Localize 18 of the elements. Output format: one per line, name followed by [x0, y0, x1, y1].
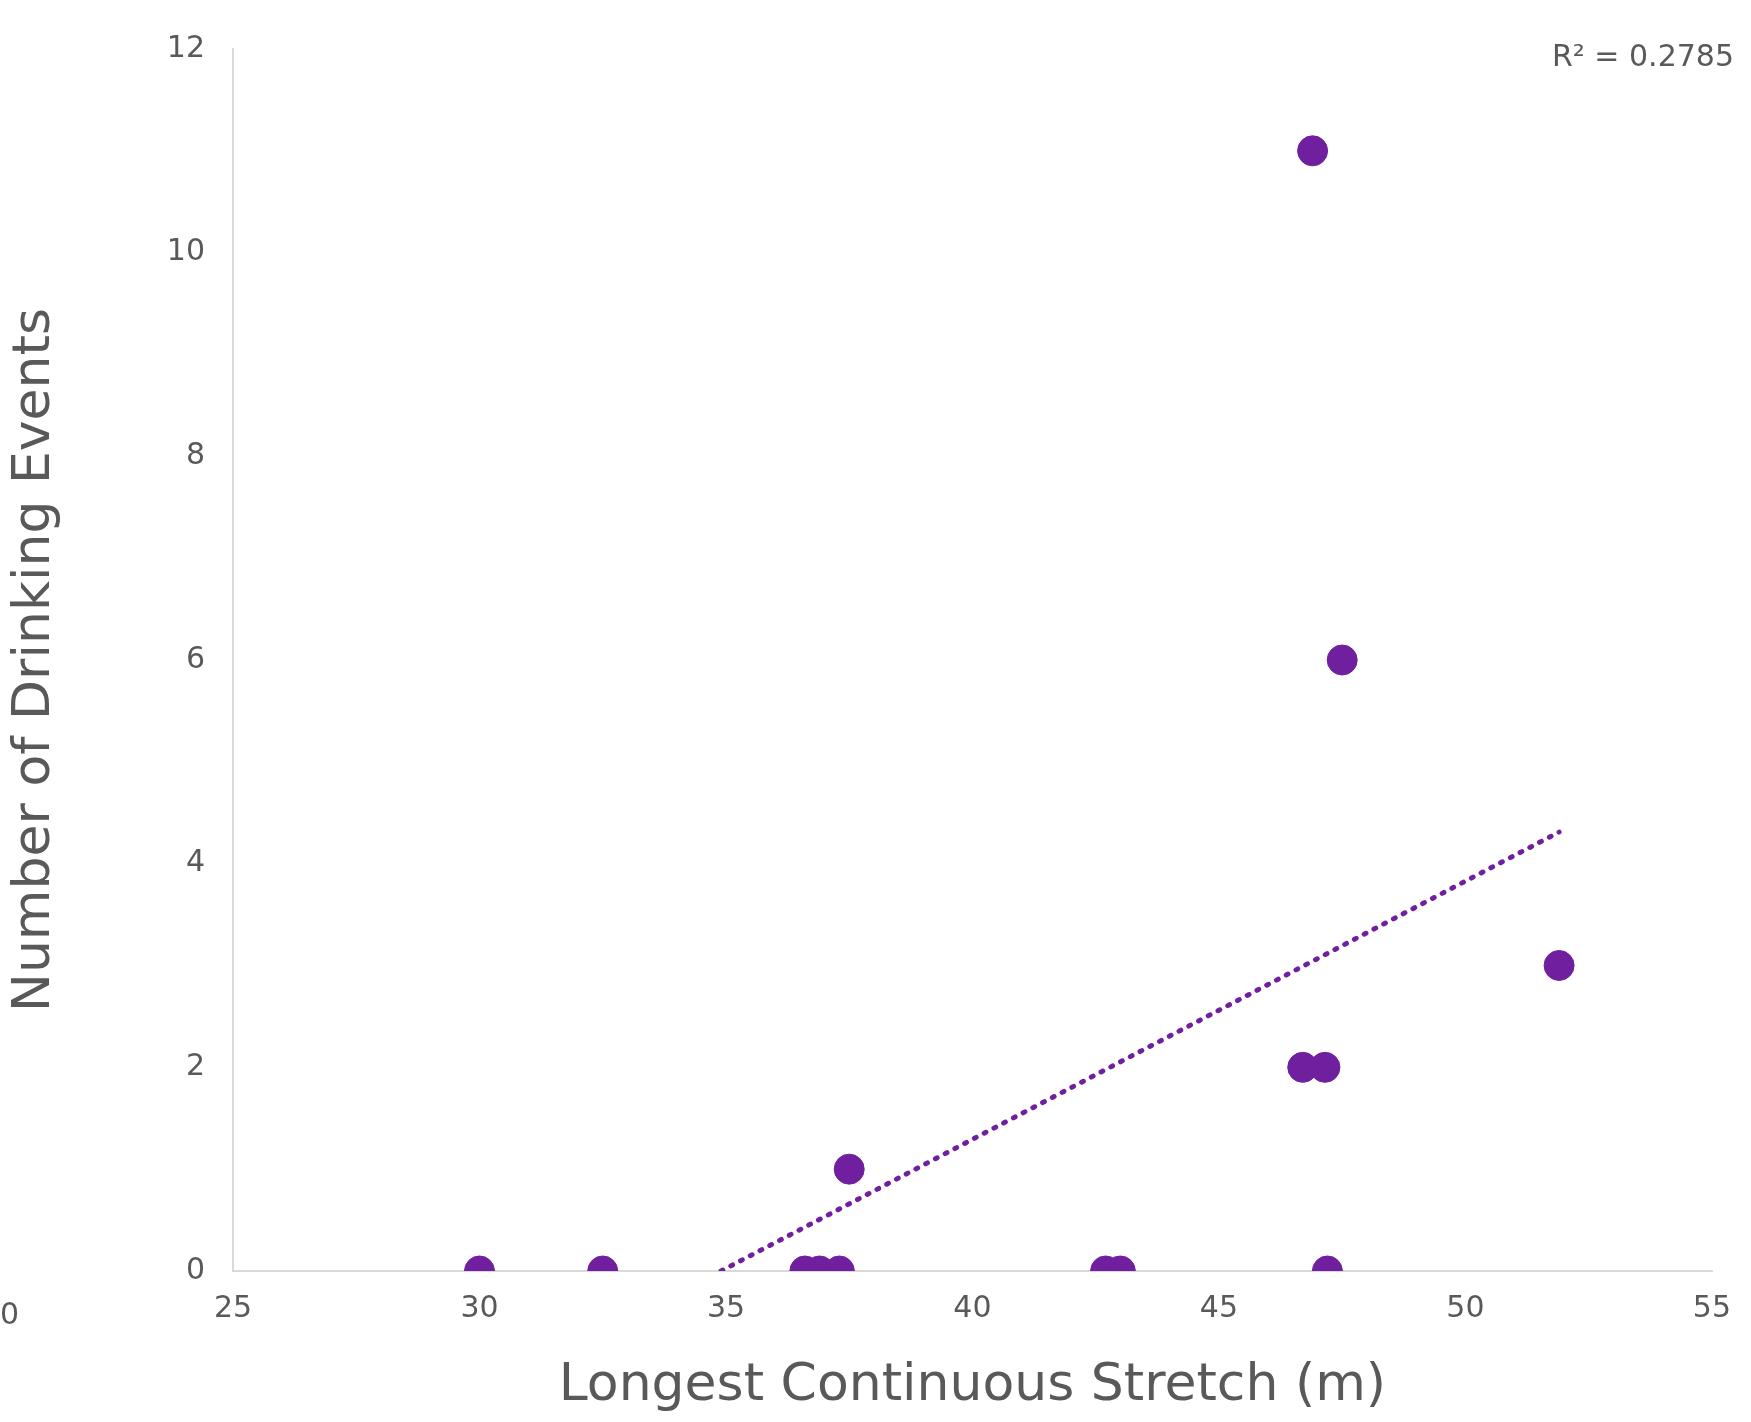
x-axis-title: Longest Continuous Stretch (m) — [558, 1352, 1387, 1413]
y-tick-label: 4 — [185, 843, 205, 879]
x-tick-label: 40 — [953, 1288, 992, 1324]
y-tick-label: 6 — [185, 639, 205, 675]
x-tick-label: 25 — [213, 1288, 253, 1324]
x-tick-label: 55 — [1692, 1288, 1732, 1324]
text: 0 — [0, 1295, 20, 1331]
y-tick-label: 10 — [166, 232, 205, 268]
y-tick-label: 0 — [185, 1250, 205, 1286]
y-axis-title: Number of Drinking Events — [0, 307, 61, 1013]
y-tick-label: 2 — [185, 1047, 205, 1083]
x-tick-label: 50 — [1446, 1288, 1485, 1324]
y-tick-label: 8 — [185, 436, 205, 472]
annotation: R² = 0.2785 — [1551, 37, 1734, 73]
x-tick-label: 35 — [706, 1288, 746, 1324]
x-tick-label: 30 — [460, 1288, 499, 1324]
y-tick-label: 12 — [166, 28, 205, 64]
x-tick-label: 45 — [1199, 1288, 1239, 1324]
